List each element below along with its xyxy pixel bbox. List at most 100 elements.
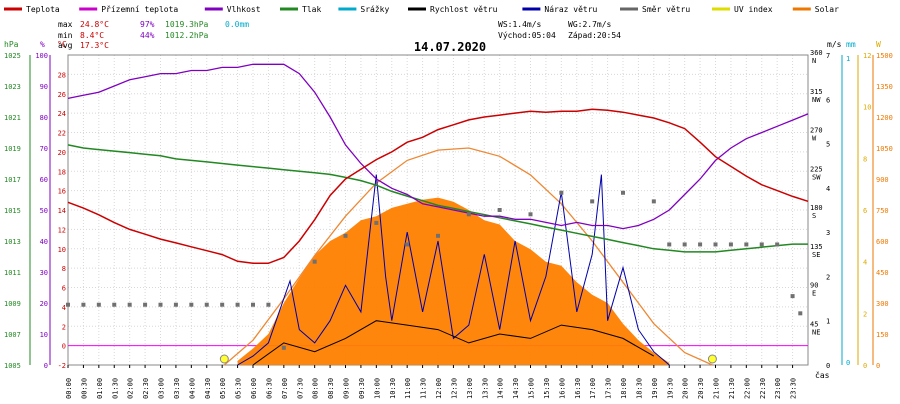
celsius-tick-label: 6 [62, 285, 66, 293]
wind-direction-point [713, 242, 718, 247]
celsius-tick-label: 28 [58, 71, 66, 79]
ms-tick-label: 6 [826, 96, 830, 104]
hpa-tick-label: 1017 [4, 176, 21, 184]
hpa-tick-label: 1025 [4, 52, 21, 60]
wind-direction-point [590, 199, 595, 204]
x-tick-label: 12:00 [435, 378, 443, 399]
stats-max-label: max [58, 20, 73, 29]
legend-label: Solar [815, 5, 839, 14]
x-tick-label: 14:00 [497, 378, 505, 399]
percent-tick-label: 30 [40, 269, 48, 277]
wind-direction-point [559, 190, 564, 195]
wind-direction-point [204, 302, 209, 307]
wind-direction-point [651, 199, 656, 204]
x-tick-label: 22:30 [759, 378, 767, 399]
wind-direction-point [667, 242, 672, 247]
axis-unit-hpa: hPa [4, 40, 19, 49]
wind-direction-point [497, 208, 502, 212]
uv-tick-label: 2 [863, 310, 867, 318]
x-tick-label: 20:30 [697, 378, 705, 399]
solar-tick-label: 0 [876, 362, 880, 370]
x-tick-label: 07:00 [281, 378, 289, 399]
x-tick-label: 20:00 [682, 378, 690, 399]
hpa-tick-label: 1005 [4, 362, 21, 370]
x-tick-label: 18:30 [635, 378, 643, 399]
hpa-tick-label: 1019 [4, 145, 21, 153]
x-tick-label: 08:30 [327, 378, 335, 399]
wind-direction-point [790, 294, 795, 299]
solar-theoretical-line [223, 147, 713, 366]
wind-direction-point [405, 242, 410, 247]
wind-direction-point [775, 242, 780, 247]
x-axis-label: čas [815, 370, 830, 380]
celsius-tick-label: 2 [62, 323, 66, 331]
solar-tick-label: 300 [876, 300, 889, 308]
mm-tick-label: 0 [846, 359, 850, 367]
sunset-info: Západ:20:54 [568, 31, 621, 40]
wind-direction-point [744, 242, 749, 247]
wind-direction-point [96, 302, 101, 307]
wind-direction-point [698, 242, 703, 247]
wind-direction-point [158, 302, 163, 307]
celsius-tick-label: -2 [58, 362, 66, 370]
x-tick-label: 17:00 [589, 378, 597, 399]
stats-avg-temp: 17.3°C [80, 41, 109, 50]
solar-tick-label: 1500 [876, 52, 893, 60]
x-tick-label: 15:00 [528, 378, 536, 399]
percent-tick-label: 70 [40, 145, 48, 153]
wind-direction-point [127, 302, 132, 307]
celsius-tick-label: 0 [62, 343, 66, 351]
direction-degree-label: 270 [810, 127, 823, 135]
hpa-tick-label: 1009 [4, 300, 21, 308]
direction-degree-label: 135 [810, 243, 823, 251]
legend-label: Srážky [360, 5, 389, 14]
wind-direction-point [343, 233, 348, 238]
direction-degree-label: 90 [810, 282, 818, 290]
celsius-tick-label: 8 [62, 265, 66, 273]
wind-direction-point [266, 302, 271, 307]
x-tick-label: 16:00 [558, 378, 566, 399]
stats-min-pressure: 1012.2hPa [165, 31, 209, 40]
percent-tick-label: 40 [40, 238, 48, 246]
stats-min-humidity: 44% [140, 31, 155, 40]
x-tick-label: 23:00 [774, 378, 782, 399]
solar-tick-label: 150 [876, 331, 889, 339]
solar-tick-label: 600 [876, 238, 889, 246]
celsius-tick-label: 16 [58, 188, 66, 196]
x-tick-label: 11:00 [404, 378, 412, 399]
solar-tick-label: 1200 [876, 114, 893, 122]
ms-tick-label: 5 [826, 141, 830, 149]
wind-direction-point [759, 242, 764, 247]
x-tick-label: 21:00 [713, 378, 721, 399]
solar-tick-label: 900 [876, 176, 889, 184]
solar-area [237, 197, 670, 365]
wind-direction-point [621, 190, 625, 195]
wind-direction-point [281, 345, 286, 350]
celsius-tick-label: 10 [58, 246, 66, 254]
solar-series [219, 147, 717, 366]
wind-direction-point [81, 302, 86, 307]
ms-tick-label: 3 [826, 229, 830, 237]
hpa-tick-label: 1013 [4, 238, 21, 246]
solar-tick-label: 1050 [876, 145, 893, 153]
wind-direction-point [528, 212, 533, 217]
direction-degree-label: 315 [810, 88, 823, 96]
x-tick-label: 07:30 [296, 378, 304, 399]
hpa-tick-label: 1021 [4, 114, 21, 122]
celsius-tick-label: 26 [58, 91, 66, 99]
pressure-line [67, 144, 808, 253]
hpa-tick-label: 1023 [4, 83, 21, 91]
percent-tick-label: 100 [35, 52, 48, 60]
sunrise-info: Východ:05:04 [498, 31, 556, 40]
wind-speed-line [252, 320, 655, 366]
x-tick-label: 15:30 [543, 378, 551, 399]
solar-tick-label: 1350 [876, 83, 893, 91]
celsius-tick-label: 22 [58, 130, 66, 138]
wind-direction-point [220, 302, 225, 307]
sunrise-marker [219, 354, 229, 364]
x-tick-label: 11:30 [420, 378, 428, 399]
wind-direction-point [436, 233, 440, 238]
percent-tick-label: 80 [40, 114, 48, 122]
